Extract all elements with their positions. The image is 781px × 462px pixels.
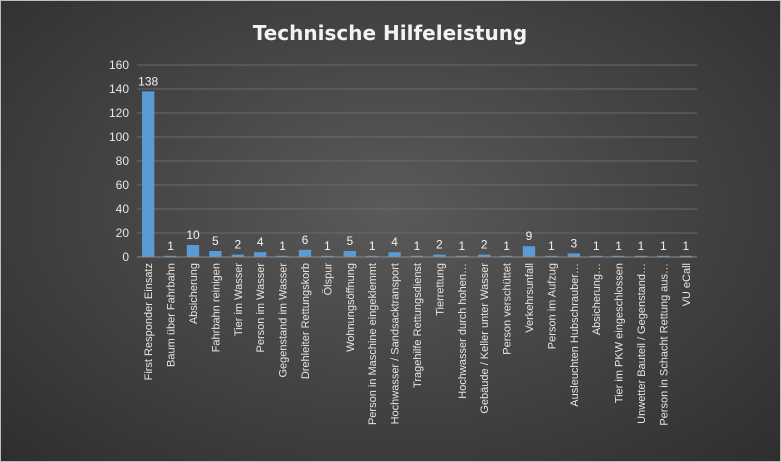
bar — [455, 255, 468, 257]
x-tick-label: Hochwasser / Sandsacktransport — [390, 263, 402, 424]
data-label: 1 — [369, 239, 376, 253]
bar — [321, 255, 334, 257]
bar — [209, 251, 222, 257]
data-label: 1 — [660, 239, 667, 253]
data-label: 2 — [234, 238, 241, 252]
bars — [142, 91, 692, 258]
data-label: 138 — [138, 74, 158, 88]
bar — [388, 252, 401, 257]
data-label: 1 — [593, 239, 600, 253]
x-tick-label: Gegenstand im Wasser — [278, 263, 290, 378]
data-label: 1 — [503, 239, 510, 253]
x-tick-label: VU eCall — [681, 263, 693, 306]
bar — [433, 254, 446, 257]
gridlines — [137, 64, 697, 234]
x-tick-label: Drehleiter Rettungskorb — [300, 263, 312, 379]
data-label: 1 — [548, 239, 555, 253]
y-tick-label: 100 — [109, 130, 129, 144]
x-tick-label: Tier im PKW eingeschlossen — [614, 263, 626, 403]
x-tick-label: Verkehrsunfall — [524, 263, 536, 333]
x-tick-label: Person in Maschine eingeklemmt — [367, 263, 379, 425]
x-tick-label: Tragehilfe Rettungsdienst — [412, 263, 424, 388]
bar — [478, 254, 491, 257]
bar — [522, 246, 536, 257]
x-tick-label: Absicherung — [188, 263, 200, 324]
bar — [186, 245, 200, 257]
bar — [142, 91, 155, 258]
data-label: 1 — [324, 239, 331, 253]
x-tick-label: Unwetter Bauteil / Gegenstand… — [636, 263, 648, 424]
data-label: 5 — [212, 234, 219, 248]
x-tick-label: Absicherung… — [591, 263, 603, 335]
bar — [500, 255, 513, 257]
bar — [410, 255, 424, 257]
x-tick-label: Ölspur — [322, 263, 334, 296]
data-label: 9 — [526, 229, 533, 243]
y-tick-label: 0 — [122, 250, 129, 264]
x-tick-label: Person in Schacht Rettung aus… — [658, 263, 670, 426]
y-tick-label: 80 — [116, 154, 130, 168]
data-label: 4 — [257, 235, 264, 249]
bar — [343, 251, 356, 257]
x-tick-label: Person im Aufzug — [546, 263, 558, 349]
data-label: 4 — [391, 235, 398, 249]
x-tick-label: Fahrbahn reinigen — [210, 263, 222, 352]
data-label: 10 — [186, 228, 200, 242]
bar — [612, 255, 625, 257]
bar — [545, 255, 558, 257]
x-tick-label: Tierrettung — [434, 263, 446, 316]
data-label: 1 — [167, 239, 174, 253]
data-label: 5 — [346, 234, 353, 248]
y-axis-ticks: 0 20 40 60 80 100 120 140 160 — [109, 58, 129, 264]
bar — [164, 255, 177, 257]
data-label: 1 — [458, 239, 465, 253]
y-tick-label: 160 — [109, 58, 129, 72]
y-tick-label: 140 — [109, 82, 129, 96]
bar — [567, 253, 580, 257]
bar — [657, 255, 670, 257]
bar — [679, 255, 692, 257]
bar — [634, 255, 648, 257]
data-label: 6 — [302, 233, 309, 247]
bar — [298, 249, 312, 257]
data-label: 2 — [481, 238, 488, 252]
x-tick-label: Gebäude / Keller unter Wasser — [479, 263, 491, 414]
chart-title: Technische Hilfeleistung — [253, 21, 528, 45]
bar — [366, 255, 379, 257]
x-tick-label: Baum über Fahrbahn — [166, 263, 178, 367]
x-tick-label: Person im Wasser — [255, 263, 267, 353]
data-label: 1 — [414, 239, 421, 253]
data-label: 1 — [615, 239, 622, 253]
y-tick-label: 40 — [116, 202, 130, 216]
x-axis-ticks: First Responder Einsatz Baum über Fahrbah… — [143, 263, 693, 426]
x-tick-label: Hochwasser durch hohen… — [457, 263, 469, 399]
bar — [254, 252, 267, 257]
data-label: 1 — [682, 239, 689, 253]
data-label: 2 — [436, 238, 443, 252]
y-tick-label: 60 — [116, 178, 130, 192]
data-label: 3 — [570, 236, 577, 250]
x-tick-label: Ausleuchten Hubschrauber… — [569, 263, 581, 407]
bar — [231, 254, 244, 257]
x-tick-label: Tier im Wasser — [233, 263, 245, 336]
y-tick-label: 120 — [109, 106, 129, 120]
data-label: 1 — [638, 239, 645, 253]
x-tick-label: First Responder Einsatz — [143, 263, 155, 380]
bar — [590, 255, 603, 257]
y-tick-label: 20 — [116, 226, 130, 240]
x-tick-label: Wohnungsöffnung — [345, 263, 357, 352]
data-label: 1 — [279, 239, 286, 253]
x-tick-label: Person verschüttet — [502, 263, 514, 355]
bar — [276, 255, 289, 257]
data-labels: 138 1 10 5 2 4 1 6 1 5 1 4 1 2 1 2 1 9 1 3 1 1 1 1 1 — [138, 74, 689, 252]
